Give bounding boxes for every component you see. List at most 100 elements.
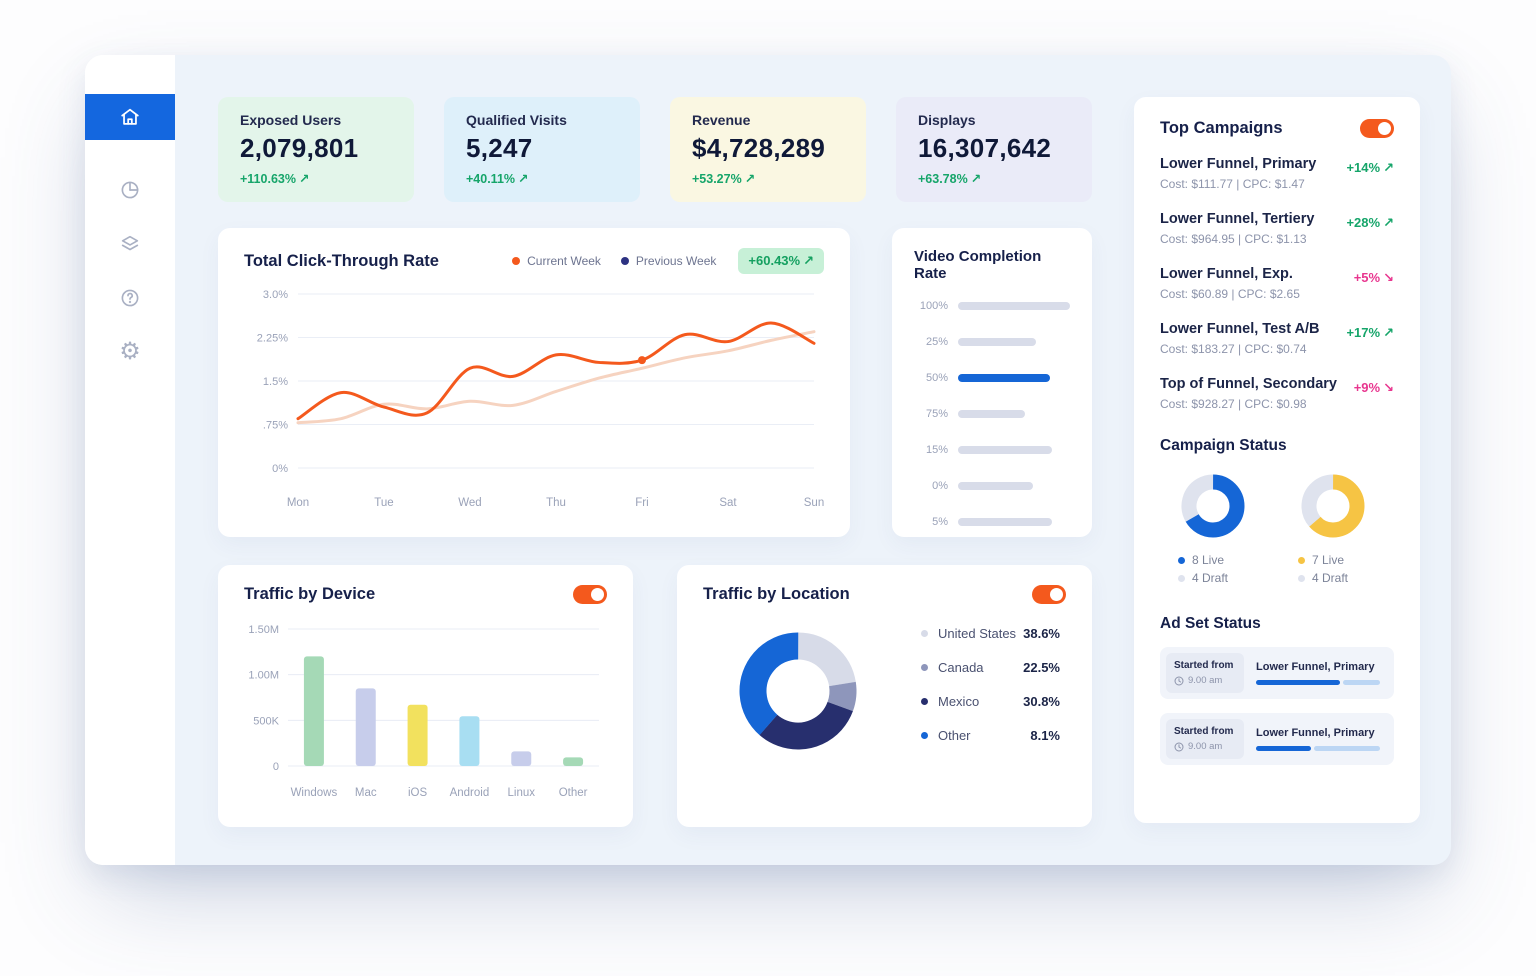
trend-down-icon: ↘: [1383, 270, 1394, 285]
location-legend-row: United States 38.6%: [921, 626, 1060, 641]
campaign-status-donut: 8 Live 4 Draft: [1176, 469, 1250, 589]
legend-label: United States: [938, 625, 1017, 641]
sidebar-item-analytics[interactable]: [85, 168, 175, 212]
svg-text:Windows: Windows: [291, 787, 338, 799]
kpi-card-2: Revenue $4,728,289 +53.27% ↗: [670, 97, 866, 202]
adset-started-label: Started from: [1174, 726, 1234, 737]
svg-text:Wed: Wed: [458, 497, 481, 509]
kpi-value: 16,307,642: [918, 133, 1052, 163]
adset-row[interactable]: Started from 9.00 am Lower Funnel, Primary: [1160, 647, 1394, 699]
campaign-name: Lower Funnel, Tertiery: [1160, 211, 1315, 227]
sidebar-item-help[interactable]: [85, 276, 175, 320]
adset-time: 9.00 am: [1174, 741, 1236, 752]
campaign-cost: Cost: $928.27 | CPC: $0.98: [1160, 397, 1307, 411]
legend-label: 4 Draft: [1312, 571, 1349, 585]
ctr-card: Total Click-Through Rate Current Week Pre…: [218, 228, 850, 537]
legend-label: Other: [938, 727, 971, 743]
campaigns-list: Lower Funnel, Primary Cost: $111.77 | CPC…: [1160, 156, 1394, 411]
device-bar: [303, 656, 324, 766]
progress-remaining: [1313, 746, 1380, 751]
adsets-title: Ad Set Status: [1160, 615, 1261, 632]
sidebar-item-layers[interactable]: [85, 222, 175, 266]
campaign-info: Lower Funnel, Exp. Cost: $60.89 | CPC: $2…: [1160, 266, 1354, 301]
legend-label: Mexico: [938, 693, 980, 709]
legend-dot: [1178, 556, 1185, 564]
location-legend: United States 38.6% Canada 22.5% Mexico 30.8%…: [921, 626, 1060, 762]
video-row-bar: [958, 302, 1070, 310]
adset-name: Lower Funnel, Primary: [1256, 727, 1375, 739]
video-row-bar: [958, 338, 1037, 346]
location-legend-row: Canada 22.5%: [921, 660, 1060, 675]
location-title: Traffic by Location: [703, 585, 850, 603]
ctr-line-chart-svg: 3.0% 2.25% 1.5% .75% 0% Mon Tue Wed Thu Fri Sat Sun: [257, 289, 824, 509]
svg-text:0%: 0%: [272, 463, 288, 475]
home-icon: [121, 108, 139, 125]
help-icon: [121, 289, 139, 307]
campaigns-toggle[interactable]: [1360, 119, 1394, 138]
adset-details: Lower Funnel, Primary: [1244, 727, 1388, 751]
campaign-item[interactable]: Top of Funnel, Secondary Cost: $928.27 | …: [1160, 376, 1394, 411]
adset-name: Lower Funnel, Primary: [1256, 661, 1375, 673]
video-completion-row: 75%: [914, 408, 1070, 420]
device-bar-chart-svg: 1.50M 1.00M 500K 0 Windows Mac iOS Android Linux…: [248, 624, 599, 799]
ctr-title: Total Click-Through Rate: [244, 251, 439, 270]
device-bar: [459, 716, 480, 766]
legend-value: 8.1%: [1030, 727, 1060, 743]
kpi-value: 5,247: [466, 133, 533, 163]
campaign-name: Lower Funnel, Primary: [1160, 156, 1317, 172]
location-toggle[interactable]: [1032, 585, 1066, 604]
sidebar-item-home[interactable]: [85, 94, 175, 140]
svg-text:3.0%: 3.0%: [263, 289, 288, 301]
campaign-item[interactable]: Lower Funnel, Tertiery Cost: $964.95 | CP…: [1160, 211, 1394, 246]
video-row-track: [958, 518, 1070, 526]
legend-label: 4 Draft: [1192, 571, 1229, 585]
campaign-name: Top of Funnel, Secondary: [1160, 376, 1337, 392]
kpi-label: Displays: [918, 112, 976, 128]
sidebar: ⚙: [85, 55, 175, 865]
video-row-track: [958, 374, 1070, 382]
legend-item: Previous Week: [620, 254, 716, 268]
campaign-item[interactable]: Lower Funnel, Exp. Cost: $60.89 | CPC: $2…: [1160, 266, 1394, 301]
device-bar: [407, 704, 428, 766]
campaign-cost: Cost: $964.95 | CPC: $1.13: [1160, 232, 1307, 246]
svg-text:.75%: .75%: [263, 420, 288, 432]
video-completion-row: 5%: [914, 516, 1070, 528]
right-panel: Top Campaigns Lower Funnel, Primary Cost:…: [1134, 97, 1420, 823]
device-chart: 1.50M 1.00M 500K 0 Windows Mac iOS Android Linux…: [244, 604, 607, 809]
video-row-label: 25%: [925, 336, 948, 348]
sidebar-item-settings[interactable]: ⚙: [85, 330, 175, 374]
kpi-value: $4,728,289: [692, 133, 826, 163]
campaign-item[interactable]: Lower Funnel, Primary Cost: $111.77 | CPC…: [1160, 156, 1394, 191]
adset-time: 9.00 am: [1174, 675, 1236, 686]
device-toggle[interactable]: [573, 585, 607, 604]
charts-row: Total Click-Through Rate Current Week Pre…: [218, 228, 1092, 537]
traffic-by-location-card: Traffic by Location United States 38.6% Ca…: [677, 565, 1092, 827]
adset-row[interactable]: Started from 9.00 am Lower Funnel, Primary: [1160, 713, 1394, 765]
kpi-delta: +40.11% ↗: [466, 172, 529, 186]
clock-icon: [1174, 676, 1184, 685]
trend-down-icon: ↘: [1383, 380, 1394, 395]
campaign-item[interactable]: Lower Funnel, Test A/B Cost: $183.27 | CP…: [1160, 321, 1394, 356]
svg-text:Linux: Linux: [508, 787, 536, 799]
campaign-cost: Cost: $60.89 | CPC: $2.65: [1160, 287, 1300, 301]
pie-chart-icon: [121, 181, 139, 199]
kpi-label: Qualified Visits: [466, 112, 567, 128]
video-row-bar: [958, 482, 1034, 490]
video-completion-title: Video Completion Rate: [914, 248, 1042, 282]
svg-text:Sat: Sat: [719, 497, 737, 509]
kpi-value: 2,079,801: [240, 133, 359, 163]
progress-filled: [1256, 746, 1311, 751]
ctr-chart: 3.0% 2.25% 1.5% .75% 0% Mon Tue Wed Thu Fri Sat Sun: [244, 274, 824, 519]
ctr-header: Total Click-Through Rate Current Week Pre…: [244, 248, 824, 274]
trend-up-icon: ↗: [1383, 160, 1394, 175]
video-completion-card: Video Completion Rate 100% 25% 50% 75% 15% 0%…: [892, 228, 1092, 537]
location-donut: [723, 616, 873, 771]
trend-up-icon: ↗: [744, 172, 756, 186]
location-donut-svg: [739, 632, 857, 750]
trend-up-icon: ↗: [1383, 325, 1394, 340]
adset-started-label: Started from: [1174, 660, 1234, 671]
campaign-name: Lower Funnel, Test A/B: [1160, 321, 1320, 337]
device-bar: [511, 751, 532, 766]
legend-label: 7 Live: [1312, 553, 1345, 567]
svg-text:Sun: Sun: [804, 497, 824, 509]
